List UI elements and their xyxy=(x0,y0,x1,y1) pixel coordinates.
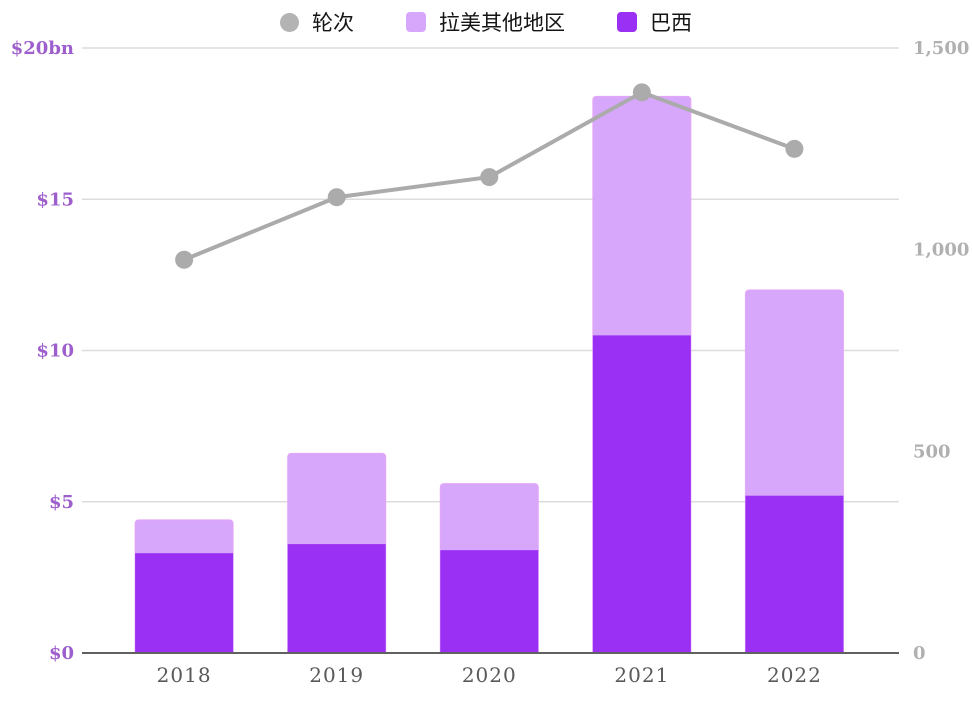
bar-segment-brazil-2020 xyxy=(440,550,539,653)
left-axis-tick-label: $5 xyxy=(49,492,74,513)
bar-segment-brazil-2019 xyxy=(287,544,386,653)
legend-item-latam: 拉美其他地区 xyxy=(406,7,565,37)
bar-segment-brazil-2022 xyxy=(745,495,844,653)
rounds-dot-2019 xyxy=(327,188,346,207)
right-axis-tick-label: 1,000 xyxy=(913,240,969,261)
latam-legend-swatch-icon xyxy=(406,12,426,32)
x-axis-label-2020: 2020 xyxy=(462,663,517,687)
rounds-dot-2020 xyxy=(480,168,499,187)
legend-label-latam: 拉美其他地区 xyxy=(439,11,565,35)
rounds-legend-marker-icon xyxy=(280,12,299,32)
rounds-dot-2018 xyxy=(175,250,194,269)
bar-segment-brazil-2021 xyxy=(592,335,691,653)
chart-legend: 轮次 拉美其他地区 巴西 xyxy=(0,7,972,37)
x-axis-label-2022: 2022 xyxy=(767,663,822,687)
left-axis-tick-label: $10 xyxy=(36,341,74,362)
x-axis-label-2021: 2021 xyxy=(614,663,669,687)
right-axis-tick-label: 1,500 xyxy=(913,38,969,59)
x-axis-label-2018: 2018 xyxy=(157,663,212,687)
legend-item-brazil: 巴西 xyxy=(617,7,692,37)
right-axis-tick-label: 0 xyxy=(913,643,926,664)
rounds-dot-2021 xyxy=(632,83,651,102)
rounds-dot-2022 xyxy=(785,139,804,158)
legend-label-rounds: 轮次 xyxy=(312,11,354,35)
bar-segment-brazil-2018 xyxy=(135,553,234,653)
x-axis-label-2019: 2019 xyxy=(309,663,364,687)
legend-label-brazil: 巴西 xyxy=(650,11,692,35)
legend-item-rounds: 轮次 xyxy=(280,7,354,37)
right-axis-tick-label: 500 xyxy=(913,441,951,462)
brazil-legend-swatch-icon xyxy=(617,12,637,32)
left-axis-tick-label: $15 xyxy=(36,189,74,210)
left-axis-tick-label: $20bn xyxy=(11,38,74,59)
left-axis-tick-label: $0 xyxy=(49,643,74,664)
